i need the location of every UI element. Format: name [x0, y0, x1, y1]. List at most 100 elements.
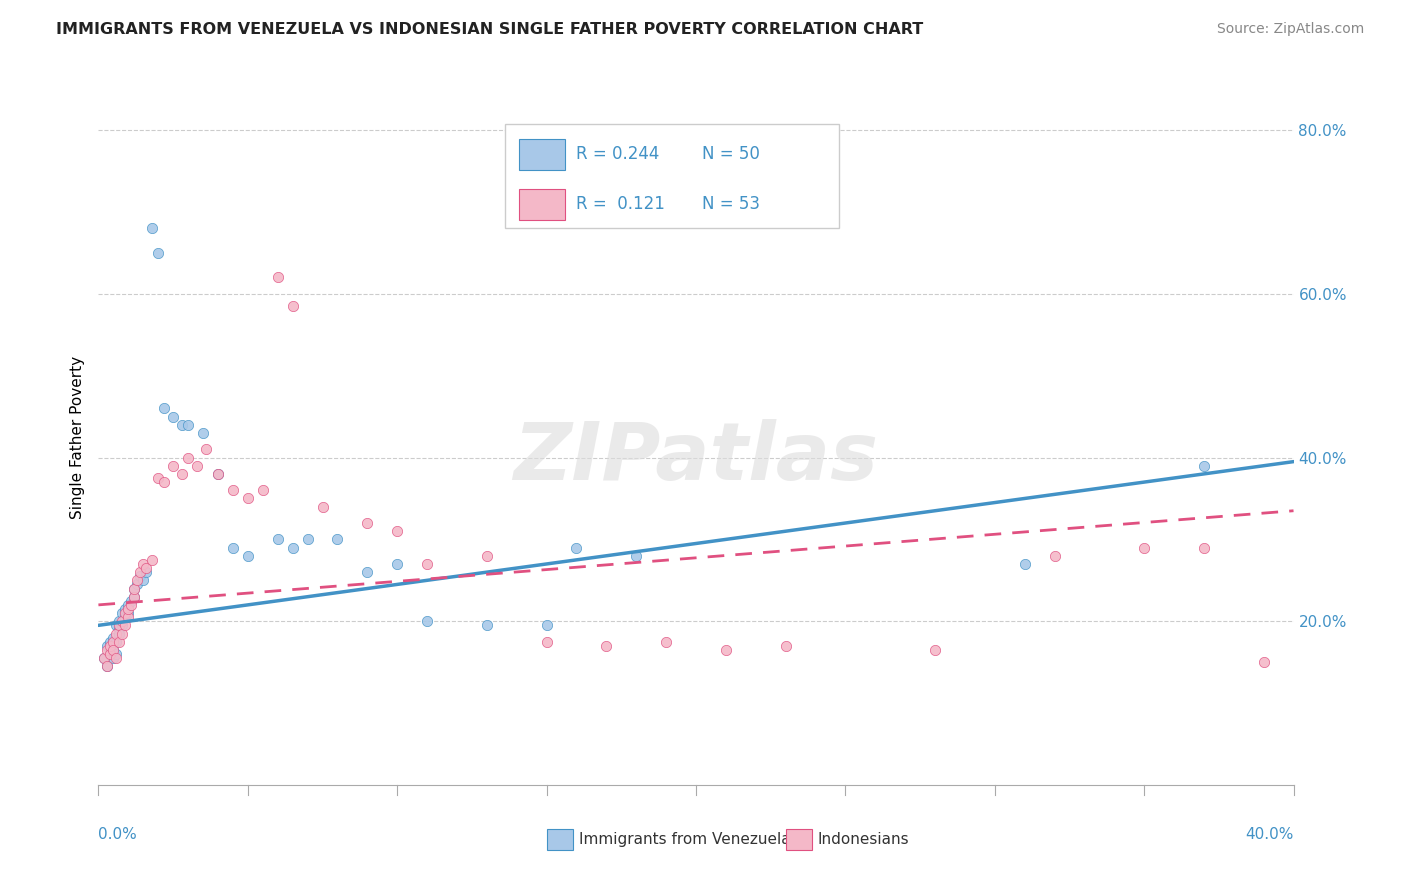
Point [114, 610, 136, 624]
Point [148, 246, 170, 260]
Point [98, 647, 122, 661]
Point [108, 634, 131, 648]
Point [117, 606, 139, 620]
Point [565, 541, 588, 555]
Point [127, 577, 149, 591]
Point [98, 647, 122, 661]
Point [132, 574, 155, 588]
Point [124, 582, 146, 596]
Point [105, 626, 128, 640]
Point [222, 483, 245, 498]
Point [1043, 549, 1066, 563]
Point [267, 270, 290, 285]
Point [281, 541, 304, 555]
Point [96, 659, 118, 673]
Point [775, 639, 797, 653]
Point [195, 442, 218, 457]
Point [186, 458, 208, 473]
Point [162, 458, 184, 473]
Y-axis label: Single Father Poverty: Single Father Poverty [69, 356, 84, 518]
Point [1014, 557, 1036, 571]
Point [105, 647, 128, 661]
Point [207, 467, 229, 481]
Point [129, 569, 152, 583]
Point [127, 574, 149, 588]
Point [311, 500, 333, 514]
Point [103, 631, 125, 645]
Point [281, 299, 304, 313]
Text: IMMIGRANTS FROM VENEZUELA VS INDONESIAN SINGLE FATHER POVERTY CORRELATION CHART: IMMIGRANTS FROM VENEZUELA VS INDONESIAN … [56, 22, 924, 37]
Point [105, 618, 128, 632]
FancyBboxPatch shape [547, 829, 572, 850]
Text: N = 53: N = 53 [702, 195, 761, 213]
Point [117, 610, 139, 624]
Point [416, 614, 439, 628]
Point [111, 626, 134, 640]
FancyBboxPatch shape [786, 829, 811, 850]
Point [1133, 541, 1156, 555]
Text: N = 50: N = 50 [702, 145, 759, 163]
Point [96, 639, 118, 653]
Point [111, 618, 134, 632]
Point [111, 614, 134, 628]
Point [141, 221, 163, 235]
Point [124, 590, 146, 604]
Point [416, 557, 439, 571]
Point [98, 639, 122, 653]
Point [124, 582, 146, 596]
Point [385, 557, 409, 571]
Point [117, 602, 139, 616]
Point [111, 606, 134, 620]
Point [595, 639, 617, 653]
Text: 40.0%: 40.0% [1246, 827, 1294, 842]
Point [356, 565, 378, 579]
Point [297, 533, 319, 547]
Text: R =  0.121: R = 0.121 [576, 195, 665, 213]
Point [385, 524, 409, 539]
Point [172, 467, 194, 481]
Point [98, 634, 122, 648]
Point [153, 401, 176, 416]
Point [162, 409, 184, 424]
Point [536, 618, 558, 632]
Point [114, 606, 136, 620]
Point [132, 557, 155, 571]
Point [252, 483, 274, 498]
Point [120, 594, 142, 608]
FancyBboxPatch shape [519, 189, 565, 220]
Point [236, 549, 259, 563]
Point [117, 598, 139, 612]
Point [96, 659, 118, 673]
Point [103, 643, 125, 657]
Text: 0.0%: 0.0% [98, 827, 138, 842]
Point [108, 626, 131, 640]
Text: Immigrants from Venezuela: Immigrants from Venezuela [579, 831, 790, 847]
Point [96, 643, 118, 657]
Point [714, 643, 737, 657]
Point [356, 516, 378, 530]
Point [177, 417, 200, 432]
Point [536, 634, 558, 648]
Point [103, 634, 125, 648]
Point [129, 565, 152, 579]
Point [108, 623, 131, 637]
Point [108, 614, 131, 628]
Point [924, 643, 946, 657]
Point [103, 643, 125, 657]
Point [1253, 655, 1275, 669]
Point [105, 634, 128, 648]
Point [114, 602, 136, 616]
Point [105, 651, 128, 665]
Point [267, 533, 290, 547]
Point [177, 450, 200, 465]
FancyBboxPatch shape [505, 124, 839, 228]
Point [1192, 458, 1215, 473]
Point [114, 618, 136, 632]
Point [475, 549, 498, 563]
Text: R = 0.244: R = 0.244 [576, 145, 659, 163]
Point [475, 618, 498, 632]
Point [124, 590, 146, 604]
Text: ZIPatlas: ZIPatlas [513, 419, 879, 497]
Point [148, 471, 170, 485]
Point [172, 417, 194, 432]
